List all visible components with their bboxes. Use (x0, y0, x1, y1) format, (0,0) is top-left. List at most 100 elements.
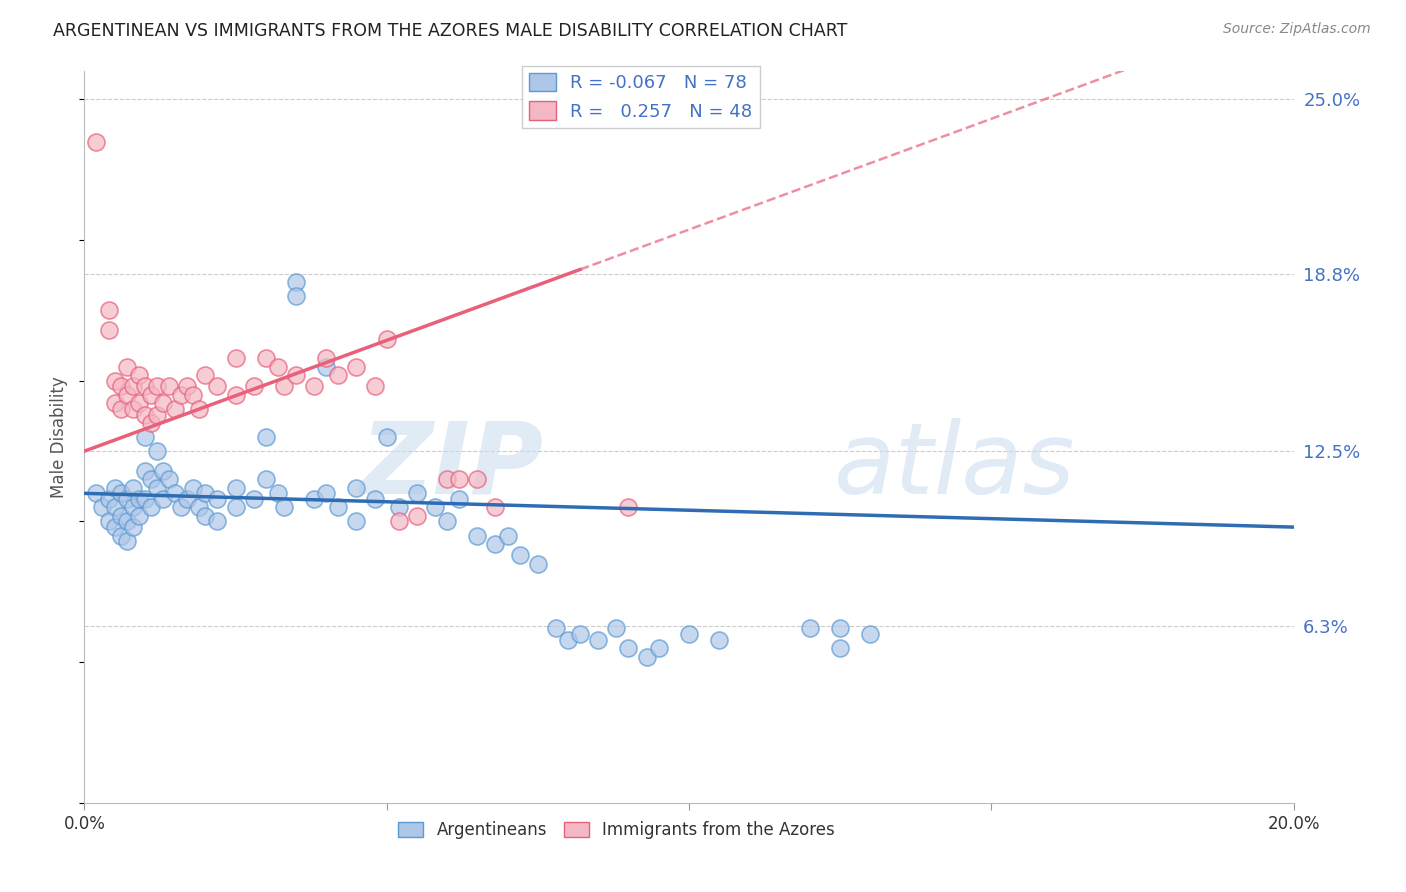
Point (194, 486, 217, 500)
Point (170, 388, 193, 402)
Point (254, 472, 277, 486)
Point (285, 289, 308, 303)
Point (115, 388, 138, 402)
Point (115, 534, 138, 549)
Text: ZIP: ZIP (361, 417, 544, 515)
Point (152, 491, 174, 506)
Point (139, 500, 162, 515)
Point (188, 401, 211, 416)
Point (315, 486, 337, 500)
Point (225, 351, 247, 366)
Y-axis label: Male Disability: Male Disability (51, 376, 69, 498)
Point (436, 515, 458, 529)
Point (484, 537, 506, 551)
Point (449, 491, 471, 506)
Point (152, 464, 174, 478)
Point (104, 500, 127, 515)
Point (406, 508, 429, 523)
Point (134, 464, 156, 478)
Point (617, 641, 640, 656)
Point (128, 396, 150, 410)
Point (242, 491, 264, 506)
Point (242, 379, 264, 393)
Point (388, 515, 411, 529)
Point (527, 557, 550, 571)
Point (188, 500, 211, 515)
Point (859, 627, 882, 641)
Point (146, 379, 169, 393)
Point (467, 528, 489, 542)
Point (115, 515, 138, 529)
Point (128, 368, 150, 383)
Point (181, 388, 204, 402)
Point (207, 379, 229, 393)
Point (544, 621, 567, 635)
Point (557, 632, 579, 647)
Point (115, 491, 138, 506)
Point (121, 401, 143, 416)
Point (375, 332, 398, 346)
Point (254, 430, 277, 444)
Point (110, 486, 132, 500)
Point (134, 430, 156, 444)
Point (605, 621, 627, 635)
Point (315, 359, 337, 374)
Point (110, 508, 132, 523)
Point (648, 641, 671, 656)
Point (121, 481, 143, 495)
Point (121, 379, 143, 393)
Point (165, 401, 187, 416)
Point (346, 481, 368, 495)
Point (110, 379, 132, 393)
Point (363, 379, 385, 393)
Point (569, 627, 592, 641)
Point (139, 388, 162, 402)
Point (146, 408, 169, 422)
Point (104, 374, 127, 388)
Text: Source: ZipAtlas.com: Source: ZipAtlas.com (1223, 22, 1371, 37)
Point (86, 135, 108, 149)
Point (139, 416, 162, 430)
Point (225, 500, 247, 515)
Point (128, 491, 150, 506)
Point (165, 486, 187, 500)
Point (146, 444, 169, 458)
Point (315, 351, 337, 366)
Point (302, 379, 325, 393)
Point (121, 520, 143, 534)
Point (328, 368, 350, 383)
Point (91, 500, 114, 515)
Point (194, 368, 217, 383)
Point (467, 472, 489, 486)
Point (436, 472, 458, 486)
Point (799, 621, 821, 635)
Point (181, 481, 204, 495)
Point (617, 500, 640, 515)
Point (139, 472, 162, 486)
Point (449, 472, 471, 486)
Point (121, 500, 143, 515)
Point (636, 649, 658, 664)
Point (152, 396, 174, 410)
Point (134, 379, 156, 393)
Point (225, 388, 247, 402)
Point (97, 303, 120, 318)
Text: ARGENTINEAN VS IMMIGRANTS FROM THE AZORES MALE DISABILITY CORRELATION CHART: ARGENTINEAN VS IMMIGRANTS FROM THE AZORE… (53, 22, 848, 40)
Point (225, 481, 247, 495)
Point (285, 368, 308, 383)
Point (509, 548, 531, 562)
Point (484, 500, 506, 515)
Point (496, 528, 519, 542)
Point (176, 379, 198, 393)
Text: atlas: atlas (834, 417, 1076, 515)
Point (346, 515, 368, 529)
Point (86, 486, 108, 500)
Point (176, 491, 198, 506)
Point (328, 500, 350, 515)
Point (423, 500, 446, 515)
Point (115, 359, 138, 374)
Point (273, 379, 295, 393)
Point (104, 481, 127, 495)
Point (170, 500, 193, 515)
Legend: Argentineans, Immigrants from the Azores: Argentineans, Immigrants from the Azores (391, 814, 841, 846)
